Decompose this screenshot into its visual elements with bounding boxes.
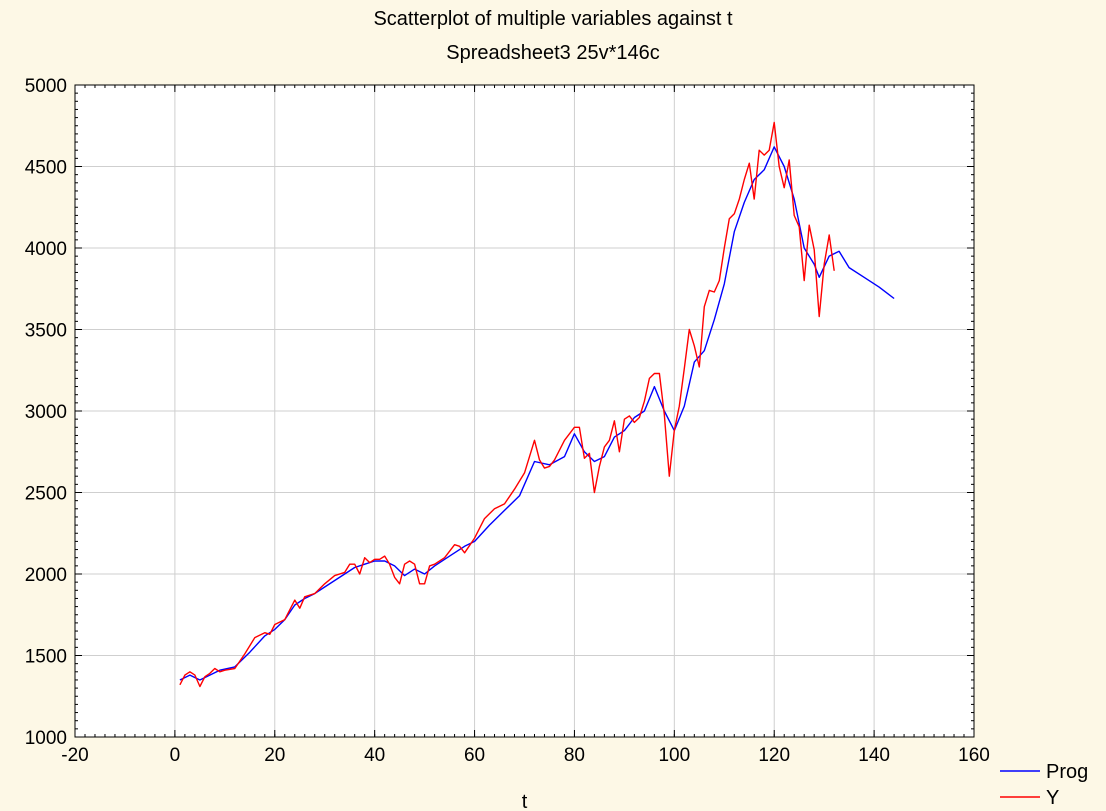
y-tick-label: 1500: [25, 647, 67, 668]
y-tick-label: 2500: [25, 484, 67, 505]
legend: Prog Y: [1000, 761, 1088, 809]
y-tick-label: 3500: [25, 321, 67, 342]
legend-label-y: Y: [1046, 787, 1059, 809]
tick-labels: -20 0 20 40 60 80 100 120 140 160 1000 1500 2000 2500…: [25, 76, 990, 766]
series-line-y: [179, 121, 835, 688]
y-tick-label: 4500: [25, 158, 67, 179]
y-tick-label: 5000: [25, 76, 67, 97]
y-tick-label: 1000: [25, 728, 67, 749]
y-tick-label: 2000: [25, 565, 67, 586]
chart-title: Scatterplot of multiple variables agains…: [373, 8, 733, 30]
x-tick-label: 100: [658, 745, 690, 766]
x-tick-label: 80: [564, 745, 585, 766]
x-tick-label: 60: [464, 745, 485, 766]
series-layer: [179, 121, 895, 688]
x-tick-label: 140: [858, 745, 890, 766]
x-tick-label: 40: [364, 745, 385, 766]
legend-label-prog: Prog: [1046, 761, 1088, 783]
x-tick-label: 160: [958, 745, 990, 766]
x-axis-title: t: [522, 791, 528, 811]
x-tick-label: 0: [170, 745, 181, 766]
x-tick-label: -20: [61, 745, 88, 766]
x-tick-label: 20: [264, 745, 285, 766]
chart-subtitle: Spreadsheet3 25v*146c: [446, 42, 660, 64]
plot-border: [74, 84, 975, 738]
grid-lines: [75, 85, 974, 737]
y-tick-label: 3000: [25, 402, 67, 423]
x-tick-label: 120: [758, 745, 790, 766]
y-tick-label: 4000: [25, 239, 67, 260]
